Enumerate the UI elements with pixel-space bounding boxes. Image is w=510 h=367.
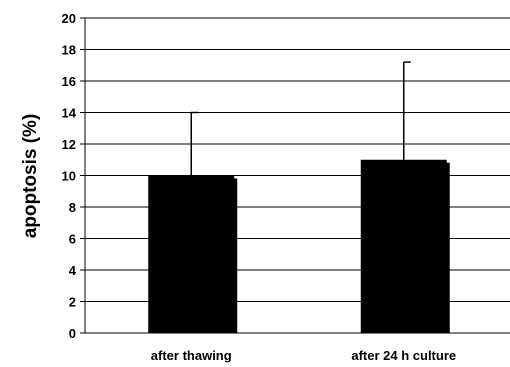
y-tick-label: 0	[69, 326, 76, 341]
x-category-labels: after thawing after 24 h culture	[151, 348, 456, 363]
axes	[80, 17, 510, 334]
error-bars	[190, 61, 411, 176]
x-category-label: after thawing	[151, 348, 232, 363]
y-tick-label: 10	[62, 169, 76, 184]
bar	[148, 175, 235, 333]
y-tick-label: 2	[69, 295, 76, 310]
y-tick-label: 14	[62, 106, 77, 121]
bars	[148, 159, 450, 333]
y-tick-label: 4	[69, 263, 77, 278]
y-tick-label: 16	[62, 74, 76, 89]
bar	[360, 159, 447, 333]
y-axis-title: apoptosis (%)	[20, 114, 41, 239]
y-tick-label: 6	[69, 232, 76, 247]
y-tick-label: 12	[62, 137, 76, 152]
y-tick-label: 20	[62, 11, 76, 26]
x-category-label: after 24 h culture	[351, 348, 456, 363]
y-tick-label: 8	[69, 200, 76, 215]
y-tick-labels: 0 2 4 6 8 10 12 14 16 18 20	[62, 11, 77, 341]
y-tick-label: 18	[62, 43, 76, 58]
